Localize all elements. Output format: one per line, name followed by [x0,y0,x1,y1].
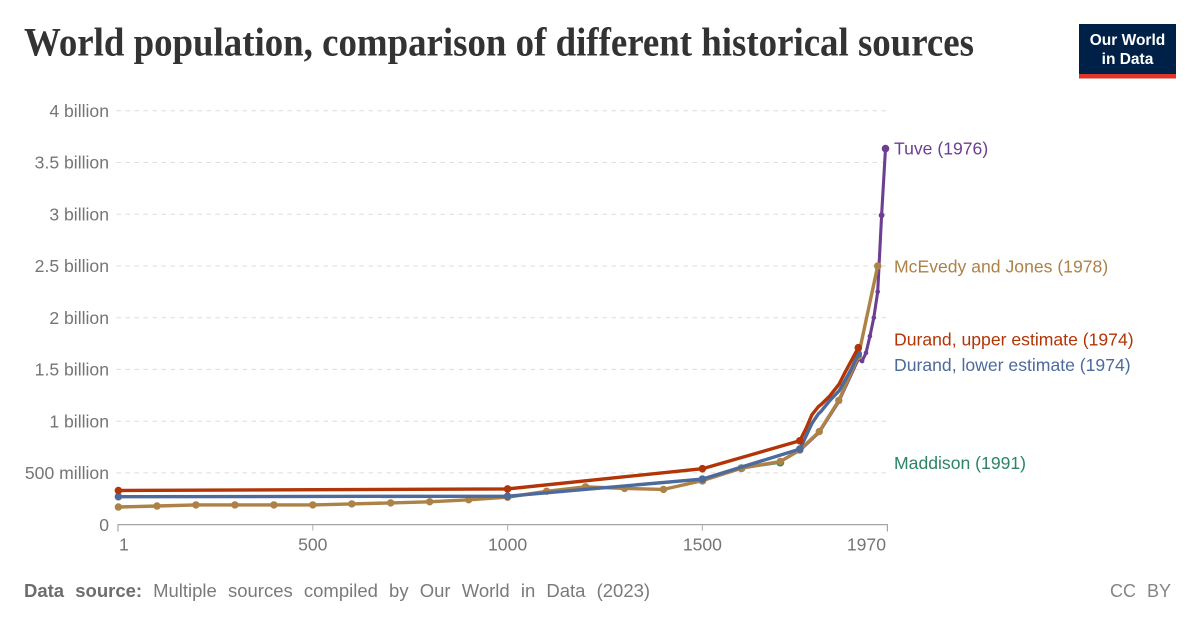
svg-text:0: 0 [99,515,109,535]
svg-text:2.5 billion: 2.5 billion [35,256,109,276]
svg-text:Data source:Multiple sources c: Data source: Multiple sources compiled by… [24,580,650,601]
svg-text:Maddison (1991): Maddison (1991) [894,453,1026,473]
svg-text:500: 500 [298,535,328,555]
svg-text:CC BY: CC BY [1110,581,1171,601]
svg-text:500 million: 500 million [25,463,109,483]
svg-text:World population, comparison o: World population, comparison of differen… [24,20,974,65]
svg-text:1000: 1000 [488,535,527,555]
svg-text:3.5 billion: 3.5 billion [35,153,109,173]
svg-text:in Data: in Data [1102,51,1154,68]
svg-text:Our World: Our World [1090,32,1166,49]
svg-text:2 billion: 2 billion [49,308,109,328]
svg-text:1970: 1970 [847,535,886,555]
svg-text:1: 1 [119,535,129,555]
svg-text:Durand, lower estimate (1974): Durand, lower estimate (1974) [894,355,1131,375]
svg-text:1.5 billion: 1.5 billion [35,360,109,380]
svg-text:Tuve (1976): Tuve (1976) [894,139,988,159]
svg-text:1500: 1500 [683,535,722,555]
svg-text:McEvedy and Jones (1978): McEvedy and Jones (1978) [894,257,1108,277]
svg-text:4 billion: 4 billion [49,101,109,121]
svg-text:Durand, upper estimate (1974): Durand, upper estimate (1974) [894,330,1134,350]
svg-text:3 billion: 3 billion [49,204,109,224]
svg-text:1 billion: 1 billion [49,411,109,431]
